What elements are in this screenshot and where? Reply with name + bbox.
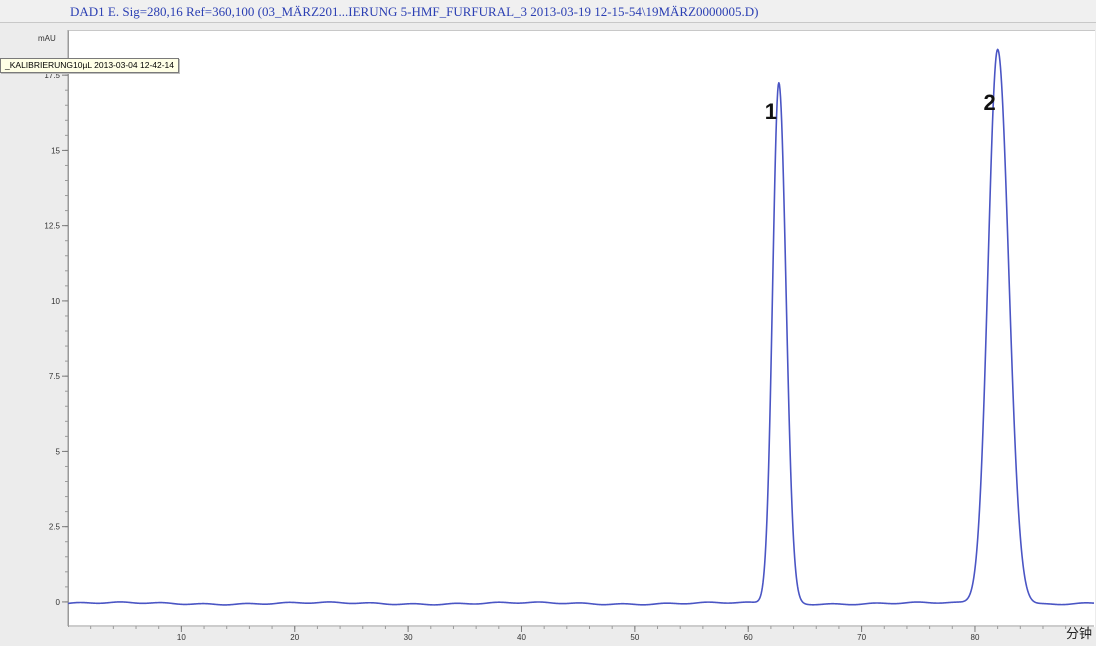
legend-tooltip: _KALIBRIERUNG10µL 2013-03-04 12-42-14 [0,58,180,73]
y-tick-label: 0 [56,598,61,607]
signal-trace-line [67,48,1095,606]
x-tick-label: 80 [971,633,980,642]
x-tick-label: 40 [517,633,526,642]
y-tick-label: 2.5 [49,523,61,532]
y-axis-unit: mAU [38,34,56,43]
x-tick-label: 50 [630,633,639,642]
x-tick-label: 10 [177,633,186,642]
title-bar: DAD1 E. Sig=280,16 Ref=360,100 (03_MÄRZ2… [0,0,1096,23]
peak-label-1: 1 [765,99,777,124]
plot-area [68,30,1095,627]
peak-label-2: 2 [984,90,996,115]
y-tick-label: 15 [51,146,60,155]
x-axis-unit: 分钟 [1065,627,1092,642]
y-tick-label: 7.5 [49,372,61,381]
x-tick-label: 20 [290,633,299,642]
x-tick-label: 60 [744,633,753,642]
y-tick-label: 17.5 [44,71,60,80]
y-tick-label: 5 [56,447,61,456]
x-tick-label: 70 [857,633,866,642]
y-tick-label: 10 [51,297,60,306]
chart-title: DAD1 E. Sig=280,16 Ref=360,100 (03_MÄRZ2… [70,4,759,19]
y-tick-label: 12.5 [44,222,60,231]
series-layer [67,48,1095,606]
x-tick-label: 30 [404,633,413,642]
axes: 0 2.5 5 7.5 10 12.5 15 17.5 10 20 30 40 50 60 70 80 [44,30,1094,642]
